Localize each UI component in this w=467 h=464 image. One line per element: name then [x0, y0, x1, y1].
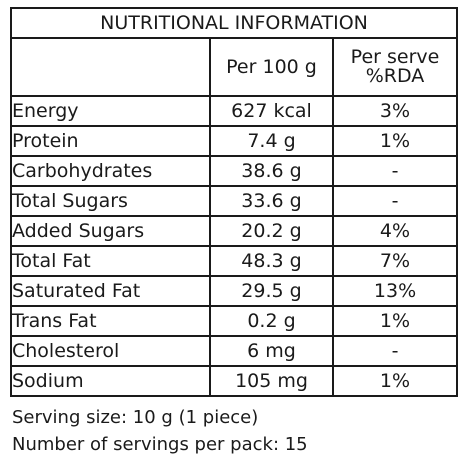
- table-title: NUTRITIONAL INFORMATION: [9, 7, 459, 39]
- nutrient-rda: 1%: [331, 365, 459, 397]
- nutrient-amount: 627 kcal: [209, 95, 334, 127]
- nutrient-name: Cholesterol: [10, 335, 211, 367]
- nutrient-rda: 7%: [331, 245, 459, 277]
- nutrient-rda: -: [331, 185, 459, 217]
- header-per-serve-line1: Per serve: [350, 46, 440, 68]
- nutrient-amount: 105 mg: [209, 365, 334, 397]
- nutrient-name: Energy: [10, 95, 211, 127]
- nutrient-rda: -: [331, 155, 459, 187]
- nutrient-rda: -: [331, 335, 459, 367]
- nutrient-rda: 1%: [331, 305, 459, 337]
- table-row: Total Sugars 33.6 g -: [10, 185, 459, 217]
- table-row: Added Sugars 20.2 g 4%: [10, 215, 459, 247]
- nutrient-amount: 33.6 g: [209, 185, 334, 217]
- nutrient-name: Carbohydrates: [10, 155, 211, 187]
- nutrient-amount: 38.6 g: [209, 155, 334, 187]
- nutrient-name: Saturated Fat: [10, 275, 211, 307]
- header-per-100g: Per 100 g: [209, 37, 334, 97]
- serving-size-text: Serving size: 10 g (1 piece): [12, 407, 259, 428]
- servings-per-pack-text: Number of servings per pack: 15: [12, 434, 308, 455]
- header-per-serve-line2: %RDA: [365, 65, 425, 87]
- table-row: Carbohydrates 38.6 g -: [10, 155, 459, 187]
- table-row: Energy 627 kcal 3%: [10, 95, 459, 127]
- nutrient-rda: 3%: [331, 95, 459, 127]
- nutrition-label: NUTRITIONAL INFORMATION Per 100 g Per se…: [9, 7, 459, 397]
- nutrient-amount: 7.4 g: [209, 125, 334, 157]
- nutrient-name: Protein: [10, 125, 211, 157]
- nutrient-name: Sodium: [10, 365, 211, 397]
- header-blank-cell: [10, 37, 211, 97]
- nutrient-amount: 20.2 g: [209, 215, 334, 247]
- nutrient-rda: 1%: [331, 125, 459, 157]
- nutrient-rda: 13%: [331, 275, 459, 307]
- serving-info: Serving size: 10 g (1 piece) Number of s…: [12, 404, 308, 458]
- nutrient-amount: 48.3 g: [209, 245, 334, 277]
- header-per-serve: Per serve %RDA: [331, 37, 459, 97]
- table-row: Protein 7.4 g 1%: [10, 125, 459, 157]
- nutrient-rda: 4%: [331, 215, 459, 247]
- nutrient-amount: 0.2 g: [209, 305, 334, 337]
- table-row: Trans Fat 0.2 g 1%: [10, 305, 459, 337]
- nutrient-name: Total Fat: [10, 245, 211, 277]
- table-row: Saturated Fat 29.5 g 13%: [10, 275, 459, 307]
- nutrition-table: NUTRITIONAL INFORMATION Per 100 g Per se…: [9, 7, 459, 397]
- table-row: Sodium 105 mg 1%: [10, 365, 459, 397]
- table-row: Cholesterol 6 mg -: [10, 335, 459, 367]
- nutrient-amount: 29.5 g: [209, 275, 334, 307]
- nutrient-name: Added Sugars: [10, 215, 211, 247]
- nutrient-name: Trans Fat: [10, 305, 211, 337]
- nutrient-name: Total Sugars: [10, 185, 211, 217]
- table-row: Total Fat 48.3 g 7%: [10, 245, 459, 277]
- nutrient-amount: 6 mg: [209, 335, 334, 367]
